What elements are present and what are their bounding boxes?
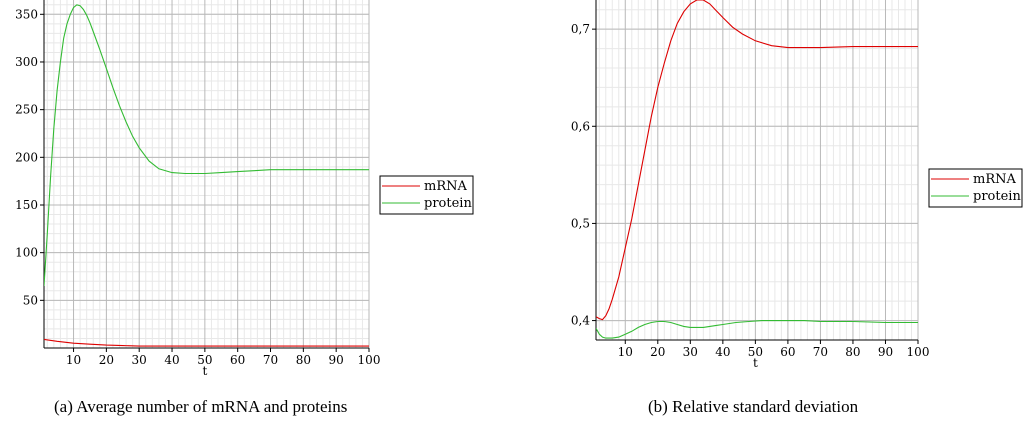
x-tick-label: 70 <box>813 345 828 359</box>
y-tick-label: 300 <box>15 55 38 69</box>
y-tick-label: 0,4 <box>571 314 590 328</box>
x-tick-label: 100 <box>907 345 930 359</box>
x-tick-label: 70 <box>263 353 278 367</box>
chart-average-number: 10 20 30 40 50 60 70 80 90 100t501001502002503003… <box>15 0 474 378</box>
x-tick-label: 100 <box>358 353 381 367</box>
y-tick-label: 0,5 <box>571 216 590 230</box>
x-tick-label: 50 <box>748 345 763 359</box>
x-axis-label: t <box>753 356 758 370</box>
x-tick-label: 40 <box>715 345 730 359</box>
x-tick-label: 20 <box>99 353 114 367</box>
legend-box <box>379 175 474 215</box>
legend-box <box>928 168 1023 208</box>
x-tick-label: 10 <box>618 345 633 359</box>
series-line-mrna <box>44 338 369 347</box>
x-tick-label: 80 <box>296 353 311 367</box>
x-tick-label: 60 <box>230 353 245 367</box>
x-tick-label: 60 <box>780 345 795 359</box>
legend: mRNA protein <box>928 168 1023 208</box>
legend-label-mrna: mRNA <box>973 172 1016 187</box>
y-tick-label: 250 <box>15 103 38 117</box>
x-tick-label: 20 <box>650 345 665 359</box>
grid <box>44 0 370 349</box>
series-line-protein <box>596 320 918 339</box>
legend-label-protein: protein <box>973 189 1021 204</box>
caption-a: (a) Average number of mRNA and proteins <box>54 397 347 416</box>
y-tick-label: 0,7 <box>571 22 590 36</box>
x-tick-label: 10 <box>66 353 81 367</box>
series-line-mrna <box>596 0 918 321</box>
y-tick-label: 350 <box>15 7 38 21</box>
legend: mRNA protein <box>379 175 474 215</box>
y-tick-label: 150 <box>15 198 38 212</box>
series-line-protein <box>44 4 369 287</box>
grid <box>596 0 919 341</box>
legend-label-mrna: mRNA <box>424 179 467 194</box>
y-tick-label: 100 <box>15 246 38 260</box>
y-tick-label: 50 <box>23 293 38 307</box>
x-axis-label: t <box>202 364 207 378</box>
x-tick-label: 50 <box>197 353 212 367</box>
caption-b: (b) Relative standard deviation <box>648 397 859 416</box>
y-tick-label: 200 <box>15 150 38 164</box>
x-tick-label: 30 <box>132 353 147 367</box>
legend-label-protein: protein <box>424 196 472 211</box>
x-tick-label: 80 <box>845 345 860 359</box>
x-tick-label: 90 <box>878 345 893 359</box>
x-tick-label: 30 <box>683 345 698 359</box>
x-tick-label: 90 <box>329 353 344 367</box>
y-tick-label: 0,6 <box>571 119 590 133</box>
x-tick-label: 40 <box>164 353 179 367</box>
chart-relative-std-deviation: 10 20 30 40 50 60 70 80 90 100 t 0,4 0,5 0,6 0,7 mRNA pr… <box>571 0 1023 370</box>
